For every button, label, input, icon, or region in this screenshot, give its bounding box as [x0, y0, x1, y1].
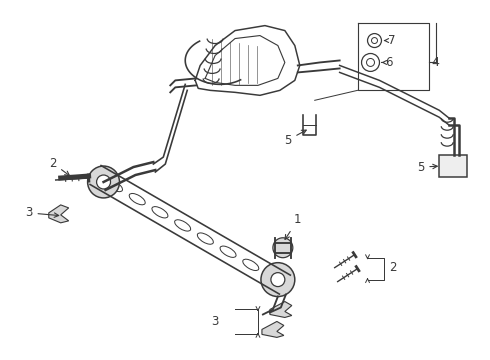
- Text: 2: 2: [49, 157, 70, 176]
- Polygon shape: [262, 321, 284, 337]
- Text: 5: 5: [417, 161, 437, 174]
- Bar: [439, 155, 467, 177]
- Text: 2: 2: [390, 261, 397, 274]
- Circle shape: [261, 263, 295, 297]
- Polygon shape: [270, 302, 292, 318]
- Ellipse shape: [220, 246, 236, 257]
- Ellipse shape: [106, 180, 122, 192]
- Text: 4: 4: [431, 56, 439, 69]
- Ellipse shape: [243, 259, 259, 270]
- Text: 3: 3: [25, 206, 59, 219]
- Text: 3: 3: [211, 315, 219, 328]
- Circle shape: [97, 175, 111, 189]
- Circle shape: [88, 166, 120, 198]
- Ellipse shape: [174, 220, 191, 231]
- Text: 5: 5: [284, 130, 306, 147]
- Text: 7: 7: [389, 34, 396, 47]
- Ellipse shape: [197, 233, 213, 244]
- Text: 1: 1: [285, 213, 301, 239]
- Circle shape: [271, 273, 285, 287]
- Circle shape: [273, 238, 293, 258]
- Polygon shape: [49, 205, 69, 223]
- Text: 6: 6: [386, 56, 393, 69]
- Ellipse shape: [152, 207, 168, 218]
- Ellipse shape: [129, 193, 145, 205]
